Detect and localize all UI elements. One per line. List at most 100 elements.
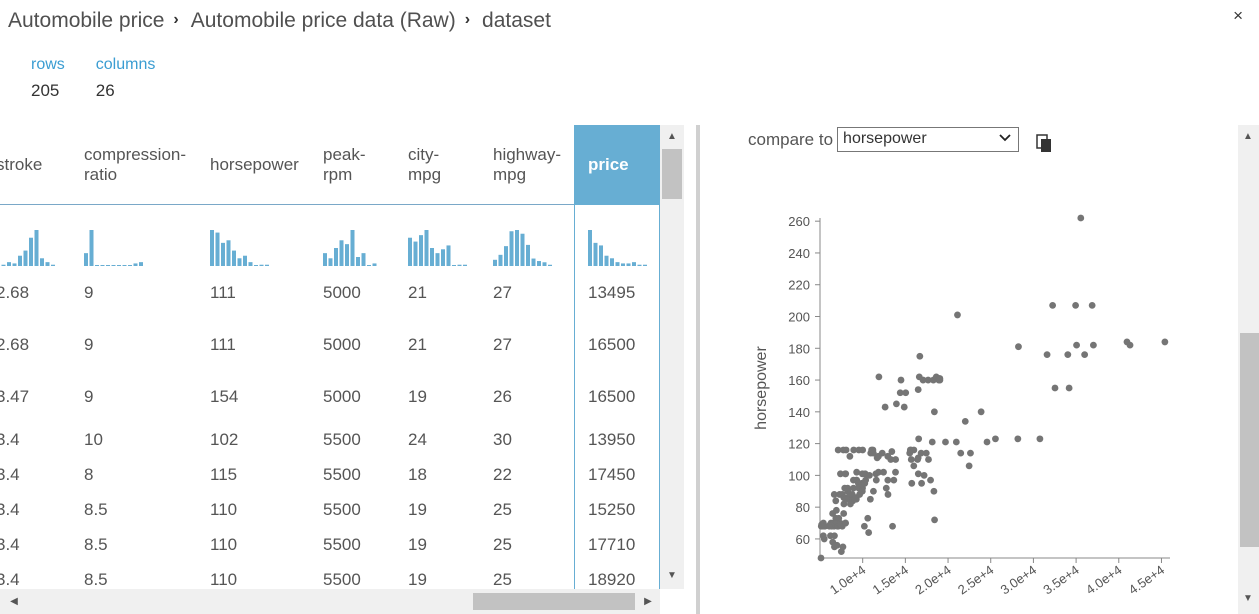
scroll-up-icon[interactable]: ▲ <box>1243 131 1253 142</box>
histogram-bar <box>259 264 264 266</box>
histogram-horsepower[interactable] <box>210 226 270 286</box>
data-point <box>884 476 892 484</box>
rows-label: rows <box>31 56 65 73</box>
table-cell-city_mpg: 21 <box>408 335 427 354</box>
data-point <box>832 506 840 514</box>
histogram-city_mpg[interactable] <box>408 226 468 286</box>
compare-to-value: horsepower <box>843 130 927 147</box>
scroll-up-icon[interactable]: ▲ <box>667 131 677 142</box>
histogram-stroke[interactable] <box>0 226 56 286</box>
data-point <box>860 522 868 530</box>
table-vertical-scrollbar[interactable]: ▲ ▼ <box>660 125 684 589</box>
histogram-bar <box>117 265 121 266</box>
data-point <box>922 449 930 457</box>
data-point <box>967 449 974 457</box>
histogram-bar <box>498 254 503 266</box>
data-point <box>1081 351 1089 359</box>
y-tick-label: 140 <box>788 405 810 420</box>
histogram-bar <box>226 240 231 266</box>
histogram-bar <box>430 248 434 266</box>
table-cell-horsepower: 115 <box>210 465 238 484</box>
histogram-bar <box>254 265 258 266</box>
column-header-compression_ratio[interactable]: compression-ratio <box>84 125 186 205</box>
data-point <box>880 468 887 476</box>
histogram-bar <box>632 262 636 266</box>
breadcrumb-separator-icon: › <box>173 11 179 28</box>
table-horizontal-scrollbar[interactable]: ◀ ▶ <box>0 589 660 614</box>
data-point <box>850 484 857 492</box>
histogram-highway_mpg[interactable] <box>493 226 553 286</box>
histogram-peak_rpm[interactable] <box>323 226 383 286</box>
column-header-peak_rpm[interactable]: peak-rpm <box>323 125 366 205</box>
close-icon[interactable]: × <box>1233 6 1243 25</box>
rows-value: 205 <box>31 81 60 100</box>
data-point <box>914 386 922 393</box>
histogram-bar <box>95 265 99 266</box>
scatter-plot: 60 80 100 120 140 160 180 200 220 240 260 1.0e+4 1.5… <box>753 214 1170 597</box>
y-tick-label: 240 <box>788 246 810 261</box>
table-cell-compression_ratio: 9 <box>84 387 94 406</box>
compare-to-select[interactable]: horsepower <box>837 127 1020 152</box>
histogram-bar <box>493 259 497 266</box>
scroll-right-icon[interactable]: ▶ <box>644 596 652 607</box>
data-point <box>846 452 854 460</box>
data-point <box>830 491 838 498</box>
scrollbar-thumb[interactable] <box>662 149 682 199</box>
data-point <box>892 468 899 476</box>
histogram-bar <box>128 265 132 266</box>
column-header-horsepower[interactable]: horsepower <box>210 125 299 205</box>
table-cell-price: 17710 <box>588 535 636 554</box>
table-cell-stroke: 2.68 <box>0 283 30 302</box>
breadcrumb-item[interactable]: Automobile price data (Raw) <box>190 9 456 32</box>
table-cell-compression_ratio: 8.5 <box>84 570 108 589</box>
column-header-price[interactable]: price <box>574 125 660 205</box>
data-point <box>866 495 874 503</box>
rows-stat: rows 205 <box>31 56 65 101</box>
breadcrumb-item[interactable]: Automobile price <box>8 9 165 32</box>
dataset-stats: rows 205 columns 26 <box>31 56 186 101</box>
scroll-down-icon[interactable]: ▼ <box>1243 593 1253 604</box>
column-header-city_mpg[interactable]: city-mpg <box>408 125 441 205</box>
column-header-highway_mpg[interactable]: highway-mpg <box>493 125 561 205</box>
histogram-bar <box>361 253 366 266</box>
histogram-bar <box>408 237 412 266</box>
x-tick-label: 2.0e+4 <box>912 562 953 597</box>
histogram-bar <box>509 231 514 266</box>
histogram-price[interactable] <box>588 226 648 286</box>
scrollbar-thumb[interactable] <box>1240 333 1259 547</box>
table-cell-compression_ratio: 10 <box>84 430 103 449</box>
data-point <box>1161 338 1169 346</box>
table-cell-highway_mpg: 25 <box>493 500 512 519</box>
histogram-bar <box>265 264 269 266</box>
column-header-label: price <box>588 155 629 174</box>
column-header-stroke[interactable]: stroke <box>0 125 42 205</box>
x-tick-label: 4.5e+4 <box>1126 562 1167 597</box>
histogram-bar <box>504 246 508 266</box>
table-cell-compression_ratio: 8.5 <box>84 535 108 554</box>
histogram-bar <box>248 262 253 266</box>
data-point <box>865 529 873 536</box>
y-tick-label: 180 <box>788 341 810 356</box>
histogram-bar <box>457 264 462 266</box>
x-tick-label: 3.5e+4 <box>1040 562 1081 597</box>
scroll-down-icon[interactable]: ▼ <box>667 570 677 581</box>
histogram-bar <box>243 255 247 266</box>
pane-divider[interactable] <box>696 125 700 614</box>
histogram-bar <box>34 230 39 266</box>
table-cell-stroke: 3.4 <box>0 430 20 449</box>
copy-icon[interactable] <box>1036 134 1054 154</box>
table-cell-price: 17450 <box>588 465 636 484</box>
table-cell-city_mpg: 19 <box>408 500 427 519</box>
scrollbar-thumb[interactable] <box>473 593 635 610</box>
histogram-bar <box>111 265 116 266</box>
histogram-bar <box>610 258 614 266</box>
histogram-compression_ratio[interactable] <box>84 226 144 286</box>
histogram-bar <box>548 264 552 266</box>
table-cell-compression_ratio: 8.5 <box>84 500 108 519</box>
histogram-bar <box>463 264 467 266</box>
scroll-left-icon[interactable]: ◀ <box>10 596 18 607</box>
table-cell-city_mpg: 19 <box>408 535 427 554</box>
right-pane-vertical-scrollbar[interactable]: ▲ ▼ <box>1238 125 1259 614</box>
data-point <box>884 491 892 498</box>
data-point <box>925 456 932 463</box>
